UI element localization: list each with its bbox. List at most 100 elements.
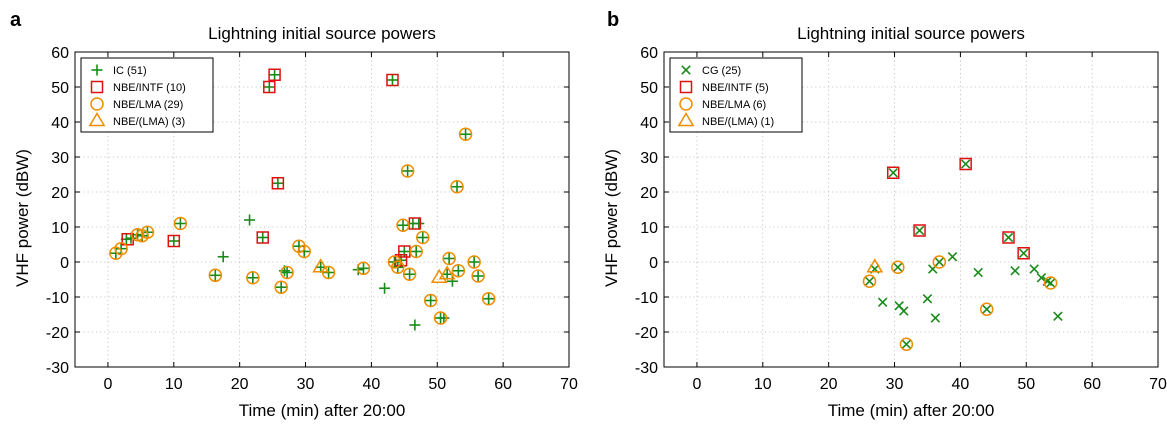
- data-point-circle: [280, 265, 294, 280]
- x-tick-label: 70: [560, 376, 578, 393]
- data-point-x: [960, 159, 971, 169]
- data-point-plus: [397, 219, 409, 231]
- y-tick-label: 60: [640, 45, 658, 62]
- y-tick-label: 50: [640, 80, 658, 97]
- panel-letter-b: b: [607, 9, 619, 31]
- y-tick-label: 30: [51, 150, 69, 167]
- x-tick-label: 0: [103, 376, 112, 393]
- data-point-x: [922, 293, 933, 304]
- data-point-plus: [357, 262, 369, 274]
- data-point-square: [268, 68, 281, 81]
- data-point-circle: [451, 264, 466, 278]
- x-tick-label: 20: [231, 376, 249, 393]
- y-tick-label: -10: [635, 290, 658, 307]
- data-point-plus: [386, 74, 398, 86]
- legend-marker-square: [90, 80, 104, 94]
- data-marks-a: [109, 68, 496, 331]
- x-tick-label: 50: [1017, 376, 1035, 393]
- data-point-circle: [442, 251, 456, 266]
- x-tick-label: 30: [886, 376, 904, 393]
- data-point-circle: [471, 269, 485, 283]
- y-tick-label: -10: [46, 290, 69, 307]
- legend-entry-label: NBE/LMA (6): [702, 99, 766, 111]
- legend-marker-triangle: [88, 112, 106, 127]
- x-tick-label: 50: [428, 376, 446, 393]
- data-point-circle: [114, 241, 128, 256]
- data-point-x: [981, 304, 992, 315]
- legend-marker-circle: [679, 97, 693, 111]
- data-point-square: [886, 166, 900, 179]
- legend-entry-label: CG (25): [702, 65, 741, 77]
- legend-marker-circle: [90, 97, 104, 111]
- data-point-circle: [402, 267, 417, 281]
- data-point-x: [1029, 264, 1039, 274]
- legend-marker-x: [681, 65, 691, 75]
- y-tick-label: 50: [51, 80, 69, 97]
- data-point-x: [1053, 311, 1063, 322]
- legend-marker-square: [679, 80, 693, 94]
- data-point-square: [263, 80, 276, 94]
- data-point-square: [386, 73, 399, 87]
- legend-entry-label: NBE/(LMA) (1): [702, 116, 774, 128]
- data-point-plus: [417, 232, 429, 243]
- legend-a: IC (51) NBE/INTF (10) NBE/LMA (29) NBE/(LMA…: [80, 57, 214, 133]
- data-point-square: [1017, 247, 1030, 260]
- data-point-circle: [208, 268, 223, 283]
- data-point-circle: [356, 261, 371, 276]
- data-point-plus: [275, 281, 287, 293]
- chart-title-a: Lightning initial source powers: [208, 24, 436, 43]
- data-point-circle: [979, 302, 994, 316]
- data-point-x: [1003, 232, 1014, 243]
- data-point-plus: [217, 251, 229, 263]
- data-point-plus: [410, 246, 422, 257]
- data-point-plus: [451, 181, 463, 193]
- y-tick-label: 20: [51, 185, 69, 202]
- data-point-circle: [297, 244, 311, 259]
- data-point-circle: [416, 230, 430, 245]
- y-axis-label-b: VHF power (dBW): [602, 149, 621, 287]
- data-point-plus: [472, 270, 484, 282]
- data-point-x: [1045, 278, 1056, 288]
- y-tick-label: -20: [635, 325, 658, 342]
- data-point-plus: [269, 69, 281, 81]
- data-point-plus: [409, 319, 421, 331]
- data-point-x: [901, 339, 912, 350]
- ticks-b: 0 10 20 30 40 50 60 70 -30 -20 -10 0 10 20 30 40 50 60: [635, 45, 1167, 393]
- data-point-triangle: [430, 268, 448, 283]
- legend-box: [80, 57, 214, 133]
- plot-frame-b: [663, 51, 1159, 368]
- legend-entry-label: NBE/INTF (10): [113, 82, 186, 94]
- data-point-plus: [483, 293, 495, 305]
- data-point-circle: [1043, 276, 1058, 290]
- y-tick-label: 0: [649, 255, 658, 272]
- data-point-square: [394, 254, 408, 267]
- data-point-circle: [409, 244, 423, 259]
- data-point-x: [973, 267, 983, 278]
- x-tick-label: 60: [494, 376, 512, 393]
- data-point-plus: [272, 177, 284, 189]
- data-point-plus: [452, 265, 464, 277]
- data-point-square: [959, 157, 972, 171]
- data-point-x: [914, 225, 925, 236]
- legend-entry-label: NBE/(LMA) (3): [113, 116, 185, 128]
- data-point-x: [888, 167, 898, 178]
- data-point-plus: [413, 218, 425, 229]
- data-point-x: [898, 306, 909, 316]
- data-point-plus: [443, 253, 455, 264]
- legend-box: [669, 57, 803, 133]
- data-point-circle: [173, 216, 188, 231]
- y-tick-label: 40: [51, 115, 69, 132]
- data-point-circle: [899, 337, 914, 351]
- data-point-x: [930, 313, 941, 323]
- data-point-circle: [433, 311, 448, 325]
- data-point-plus: [281, 267, 293, 278]
- data-point-x: [1010, 265, 1020, 276]
- x-tick-label: 40: [952, 376, 970, 393]
- data-point-circle: [862, 274, 877, 288]
- data-point-plus: [263, 81, 275, 93]
- data-point-x: [1036, 272, 1047, 283]
- y-tick-label: 60: [51, 45, 69, 62]
- data-point-circle: [467, 255, 481, 269]
- x-tick-label: 10: [754, 376, 772, 393]
